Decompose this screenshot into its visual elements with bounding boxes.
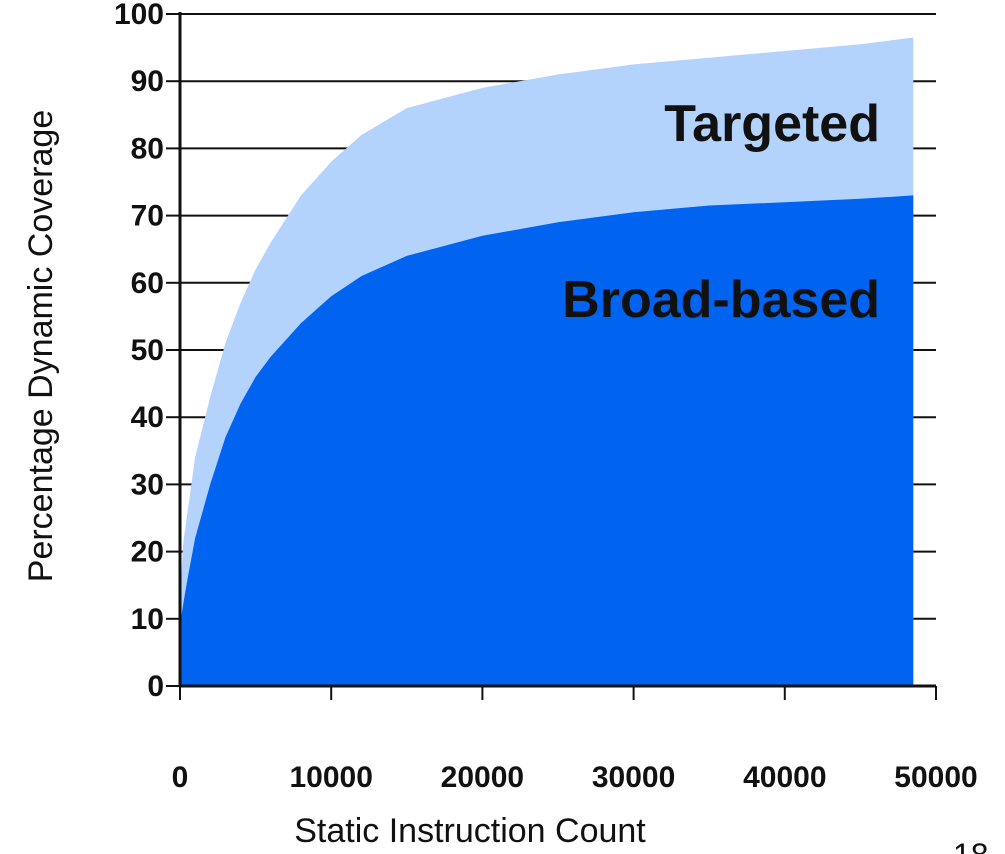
y-tick-label-100: 100	[114, 0, 164, 31]
series-label-targeted: Targeted	[664, 95, 880, 153]
y-tick-labels: 0 10 20 30 40 50 60 70 80 90 100	[114, 0, 164, 703]
y-tick-label-90: 90	[131, 65, 164, 98]
y-tick-label-60: 60	[131, 267, 164, 300]
axes	[166, 12, 937, 700]
x-tick-label-50000: 50000	[894, 761, 977, 794]
y-tick-label-10: 10	[131, 603, 164, 636]
x-tick-label-40000: 40000	[743, 761, 826, 794]
y-tick-label-30: 30	[131, 468, 164, 501]
x-tick-label-10000: 10000	[289, 761, 372, 794]
series-label-broad-based: Broad-based	[562, 271, 880, 329]
y-axis-title: Percentage Dynamic Coverage	[22, 110, 60, 582]
x-tick-label-20000: 20000	[441, 761, 524, 794]
x-tick-labels: 0 10000 20000 30000 40000 50000	[172, 761, 978, 794]
y-tick-label-20: 20	[131, 536, 164, 569]
y-tick-label-0: 0	[147, 670, 164, 703]
y-tick-label-70: 70	[131, 200, 164, 233]
x-tick-label-0: 0	[172, 761, 189, 794]
y-tick-label-50: 50	[131, 334, 164, 367]
x-tick-label-30000: 30000	[592, 761, 675, 794]
x-axis-title: Static Instruction Count	[294, 812, 646, 850]
area-broad-based	[180, 195, 914, 686]
y-tick-label-40: 40	[131, 401, 164, 434]
area-series	[180, 37, 914, 686]
y-tick-label-80: 80	[131, 132, 164, 165]
page-number: 18	[953, 837, 989, 854]
